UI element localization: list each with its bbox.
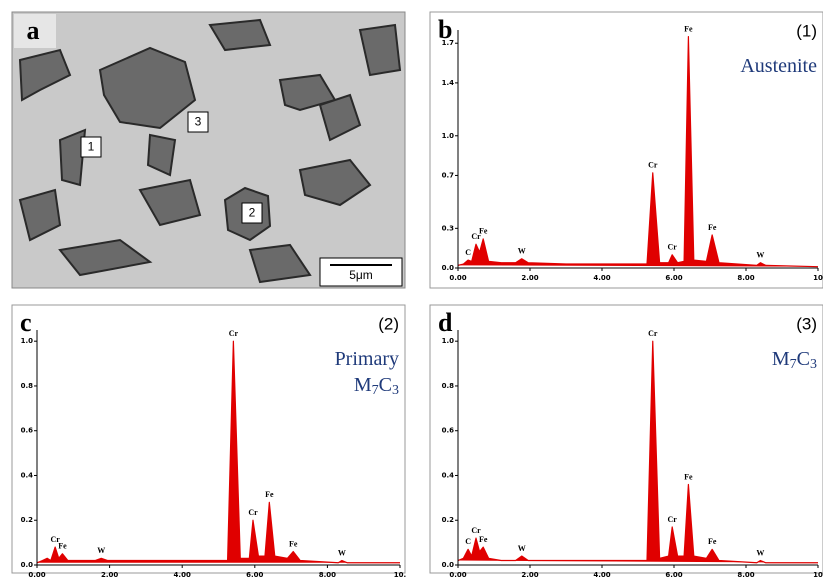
spot-label: (3) [796,314,817,333]
spectrum-line [457,36,819,268]
y-tick-label: 0.3 [442,224,455,232]
peak-label: Fe [58,542,67,551]
phase-label: M7C3 [354,374,399,399]
region-box [241,202,263,224]
peak-label: Cr [668,515,678,524]
x-tick-label: 6.00 [665,274,682,282]
panel-letter: a [27,16,40,45]
panel-frame [11,304,406,574]
x-tick-label: 6.00 [665,571,682,579]
x-tick-label: 2.00 [521,571,538,579]
peak-label: C [465,248,471,257]
phase-label: Austenite [740,55,817,77]
peak-label: Fe [289,539,298,548]
peak-label: Cr [471,232,481,241]
spectrum-line [36,340,400,564]
letter-background [14,14,56,48]
phase-label: Primary [335,348,399,370]
x-tick-label: 6.00 [246,571,263,579]
y-tick-label: 0.8 [21,382,34,390]
peak-label: W [756,251,764,260]
phase-label: M7C3 [772,348,817,373]
peak-label: Cr [50,535,60,544]
region-label: 2 [249,206,256,220]
peak-label: W [97,546,105,555]
peak-label: Fe [684,24,693,33]
peak-label: Cr [668,243,678,252]
y-tick-label: 0.2 [21,516,34,524]
y-tick-label: 0.4 [21,471,34,479]
peak-label: Cr [229,329,239,338]
spot-label: (1) [796,21,817,40]
peak-label: Fe [265,490,274,499]
panel-letter: c [20,308,32,337]
x-tick-label: 8.00 [319,571,336,579]
region-label: 3 [195,115,202,129]
x-tick-label: 4.00 [593,274,610,282]
region-box [80,136,102,158]
panel-frame [429,11,823,289]
spot-label: (2) [378,314,399,333]
scale-bar-box [319,257,403,287]
y-tick-label: 0.4 [442,471,455,479]
spectrum-panel: 0.0 0.2 0.4 0.6 0.8 1.0 0.00 2.00 4.00 6.00 8.00 10… [429,304,823,579]
x-tick-label: 0.00 [449,571,466,579]
peak-label: Fe [708,223,717,232]
y-tick-label: 0.0 [442,561,455,569]
peak-label: Fe [684,472,693,481]
peak-label: Cr [471,526,481,535]
y-tick-label: 0.7 [442,171,455,179]
y-tick-label: 0.6 [21,427,34,435]
spectrum-line [457,340,818,564]
panel-letter: b [438,15,452,44]
peak-label: Cr [648,161,658,170]
peak-label: Fe [479,535,488,544]
y-tick-label: 0.8 [442,382,455,390]
panel-letter: d [438,308,453,337]
y-tick-label: 1.0 [442,132,455,140]
peak-label: W [338,548,346,557]
y-tick-label: 1.7 [442,39,455,47]
y-tick-label: 1.4 [442,79,455,87]
region-label: 1 [88,140,95,154]
x-tick-label: 0.00 [28,571,45,579]
peak-label: W [518,247,526,256]
x-tick-label: 10 [813,571,823,579]
spectrum-panel: 0.0 0.2 0.4 0.6 0.8 1.0 0.00 2.00 4.00 6.00 8.00 10… [11,304,406,579]
peak-label: Cr [248,508,258,517]
x-tick-label: 4.00 [593,571,610,579]
x-tick-label: 8.00 [737,274,754,282]
y-tick-label: 0.2 [442,516,455,524]
x-tick-label: 2.00 [521,274,538,282]
scale-bar-label: 5μm [349,268,373,282]
panel-frame [429,304,823,574]
peak-label: Cr [648,329,658,338]
region-box [187,111,209,133]
spectrum-panel: 0.0 0.3 0.7 1.0 1.4 1.7 0.00 2.00 4.00 6.00 8.00 10… [429,11,823,289]
peak-label: W [518,544,526,553]
y-tick-label: 1.0 [442,337,455,345]
peak-label: Fe [479,227,488,236]
y-tick-label: 0.0 [21,561,34,569]
x-tick-label: 0.00 [449,274,466,282]
x-tick-label: 4.00 [174,571,191,579]
y-tick-label: 0.6 [442,427,455,435]
y-tick-label: 0.0 [442,264,455,272]
x-tick-label: 2.00 [101,571,118,579]
peak-label: C [465,537,471,546]
x-tick-label: 8.00 [737,571,754,579]
x-tick-label: 10. [394,571,406,579]
peak-label: Fe [708,537,717,546]
micrograph: a 1 2 3 5μm [11,11,406,289]
y-tick-label: 1.0 [21,337,34,345]
peak-label: W [756,548,764,557]
x-tick-label: 10 [813,274,823,282]
